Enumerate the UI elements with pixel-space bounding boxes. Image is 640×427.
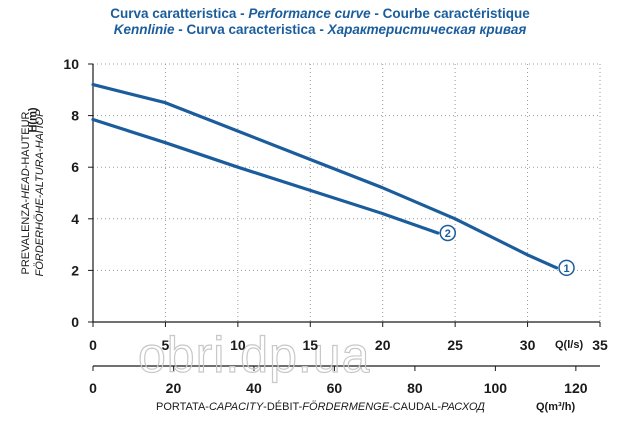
x2-tick-label: 80 — [407, 380, 423, 396]
curves: 12 — [91, 83, 575, 277]
x2-tick-label: 60 — [327, 380, 343, 396]
curve-marker-label-1: 1 — [563, 263, 569, 275]
x2-tick-label: 120 — [564, 380, 588, 396]
title-separator: - — [236, 6, 249, 21]
curve-marker-1 — [558, 259, 575, 277]
y-axis-label-line-1: PREVALENZA-HEAD-HAUTEUR — [20, 111, 32, 274]
chart-title-line-2: Kennlinie - Curva caracteristica - Харак… — [0, 22, 640, 38]
y-tick-label: 10 — [63, 56, 79, 72]
curve-2 — [91, 117, 440, 235]
x-tick-label: 25 — [447, 337, 463, 353]
x-tick-label: 10 — [230, 337, 246, 353]
title-italian: Curva caratteristica — [110, 6, 237, 21]
curve-1 — [91, 83, 559, 270]
x2-tick-label: 100 — [484, 380, 508, 396]
chart-title-line-1: Curva caratteristica - Performance curve… — [0, 6, 640, 22]
x2-tick-label: 0 — [89, 380, 97, 396]
watermark: obri.dp.ua — [137, 326, 370, 383]
x-axis-label: PORTATA-CAPACITY-DÉBIT-FÖRDERMENGE-CAUDA… — [156, 400, 485, 413]
title-separator: - — [174, 22, 187, 37]
title-french: Courbe caractéristique — [382, 6, 530, 21]
y-tick-label: 6 — [71, 159, 79, 175]
x2-tick-label: 20 — [166, 380, 182, 396]
title-english: Performance curve — [248, 6, 371, 21]
title-russian: Характеристическая кривая — [327, 22, 527, 37]
x-axis-unit-ls: Q(l/s) — [555, 339, 583, 351]
y-tick-label: 8 — [71, 108, 79, 124]
x2-tick-label: 40 — [246, 380, 262, 396]
x-tick-label: 35 — [592, 337, 608, 353]
title-spanish: Curva caracteristica — [186, 22, 316, 37]
curve-marker-2 — [439, 224, 457, 242]
title-separator: - — [370, 6, 383, 21]
title-separator: - — [315, 22, 328, 37]
x-tick-label: 30 — [520, 337, 536, 353]
watermark-text: obri.dp.ua — [138, 327, 370, 383]
x-tick-label: 15 — [302, 337, 318, 353]
x-tick-label: 5 — [162, 337, 170, 353]
y-axis-label-line-2: FÖRDERHÖHE-ALTURA-НАПОР — [34, 109, 46, 277]
x-axis-unit-m3h: Q(m³/h) — [536, 401, 575, 413]
y-tick-label: 0 — [71, 314, 79, 330]
y-axis-unit: H(m) — [27, 107, 39, 132]
y-tick-label: 4 — [71, 211, 79, 227]
x-tick-label: 20 — [375, 337, 391, 353]
y-tick-label: 2 — [71, 262, 79, 278]
x-tick-label: 0 — [89, 337, 97, 353]
curve-marker-label-2: 2 — [445, 228, 451, 240]
axes — [88, 63, 601, 371]
grid — [93, 63, 601, 322]
title-german: Kennlinie — [113, 22, 175, 37]
